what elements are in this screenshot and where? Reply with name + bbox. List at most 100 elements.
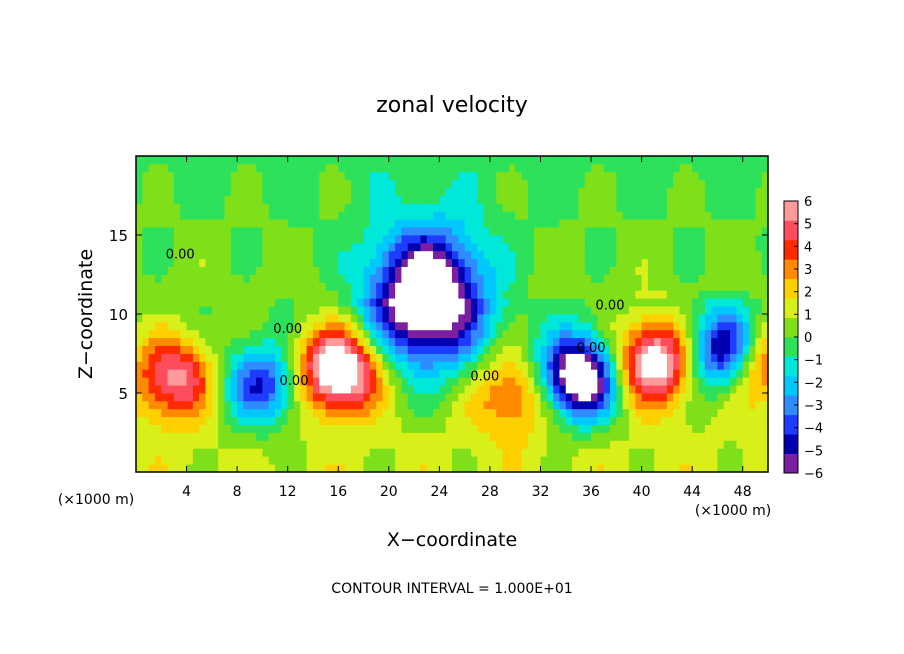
heatmap-cell (161, 290, 168, 299)
heatmap-cell (597, 242, 605, 252)
heatmap-cell (439, 337, 447, 346)
heatmap-cell (136, 416, 143, 425)
heatmap-cell (407, 456, 415, 465)
heatmap-cell (306, 464, 314, 472)
heatmap-cell (161, 306, 168, 315)
heatmap-cell (382, 448, 390, 457)
heatmap-cell (294, 377, 301, 386)
heatmap-cell (572, 195, 579, 204)
heatmap-cell (344, 353, 352, 362)
heatmap-cell (420, 258, 428, 267)
heatmap-cell (603, 432, 611, 441)
heatmap-cell (742, 345, 750, 354)
heatmap-cell (376, 314, 383, 323)
heatmap-cell (622, 187, 630, 196)
heatmap-cell (527, 195, 535, 204)
heatmap-cell (249, 385, 257, 394)
heatmap-cell (635, 163, 642, 173)
heatmap-cell (540, 345, 548, 354)
heatmap-cell (647, 385, 655, 394)
heatmap-cell (578, 416, 586, 425)
heatmap-cell (395, 203, 402, 212)
heatmap-cell (420, 369, 428, 378)
heatmap-cell (205, 298, 213, 307)
heatmap-cell (692, 408, 699, 418)
heatmap-cell (433, 250, 440, 260)
heatmap-cell (211, 163, 219, 173)
heatmap-cell (369, 171, 377, 181)
heatmap-cell (218, 408, 225, 418)
heatmap-cell (679, 306, 687, 315)
heatmap-cell (376, 282, 383, 291)
heatmap-cell (205, 448, 213, 457)
heatmap-cell (641, 163, 649, 173)
heatmap-cell (331, 448, 339, 457)
heatmap-cell (698, 408, 706, 418)
heatmap-cell (154, 400, 162, 410)
heatmap-cell (376, 171, 383, 181)
heatmap-cell (325, 321, 333, 331)
heatmap-cell (527, 242, 535, 252)
heatmap-cell (382, 400, 390, 410)
heatmap-cell (654, 266, 661, 275)
heatmap-cell (527, 187, 535, 196)
heatmap-cell (559, 290, 567, 299)
heatmap-cell (331, 203, 339, 212)
heatmap-cell (635, 400, 642, 410)
heatmap-cell (167, 156, 175, 165)
heatmap-cell (641, 274, 649, 283)
heatmap-cell (445, 298, 453, 307)
heatmap-cell (723, 171, 731, 181)
heatmap-cell (508, 179, 516, 188)
heatmap-cell (749, 329, 756, 339)
heatmap-cell (319, 274, 326, 283)
heatmap-cell (382, 369, 390, 378)
heatmap-cell (761, 400, 768, 410)
heatmap-cell (281, 337, 289, 346)
heatmap-cell (527, 306, 535, 315)
heatmap-cell (477, 337, 484, 346)
heatmap-cell (199, 290, 206, 299)
heatmap-cell (717, 227, 725, 236)
heatmap-cell (685, 456, 693, 465)
heatmap-cell (256, 393, 263, 402)
heatmap-cell (173, 321, 181, 331)
heatmap-cell (711, 163, 718, 173)
heatmap-cell (470, 242, 478, 252)
heatmap-cell (325, 424, 333, 433)
heatmap-cell (369, 250, 377, 260)
heatmap-cell (603, 187, 611, 196)
heatmap-cell (546, 219, 554, 228)
heatmap-cell (692, 235, 699, 244)
heatmap-cell (553, 242, 560, 252)
heatmap-cell (142, 235, 150, 244)
heatmap-cell (660, 385, 668, 394)
heatmap-cell (218, 163, 225, 173)
heatmap-cell (489, 274, 497, 283)
heatmap-cell (578, 377, 586, 386)
heatmap-cell (603, 337, 611, 346)
heatmap-cell (464, 456, 472, 465)
x-tick-label: 40 (633, 484, 651, 500)
heatmap-cell (433, 306, 440, 315)
heatmap-cell (502, 242, 510, 252)
heatmap-cell (445, 456, 453, 465)
heatmap-cell (420, 211, 428, 220)
heatmap-cell (294, 290, 301, 299)
heatmap-cell (205, 156, 213, 165)
heatmap-cell (534, 171, 541, 181)
heatmap-cell (173, 242, 181, 252)
heatmap-cell (527, 290, 535, 299)
heatmap-cell (205, 235, 213, 244)
heatmap-cell (350, 171, 358, 181)
heatmap-cell (755, 156, 763, 165)
heatmap-cell (508, 337, 516, 346)
heatmap-cell (199, 163, 206, 173)
heatmap-cell (148, 424, 156, 433)
heatmap-cell (679, 329, 687, 339)
heatmap-cell (388, 424, 396, 433)
heatmap-cell (698, 203, 706, 212)
heatmap-cell (312, 306, 320, 315)
heatmap-cell (414, 306, 421, 315)
heatmap-cell (711, 393, 718, 402)
